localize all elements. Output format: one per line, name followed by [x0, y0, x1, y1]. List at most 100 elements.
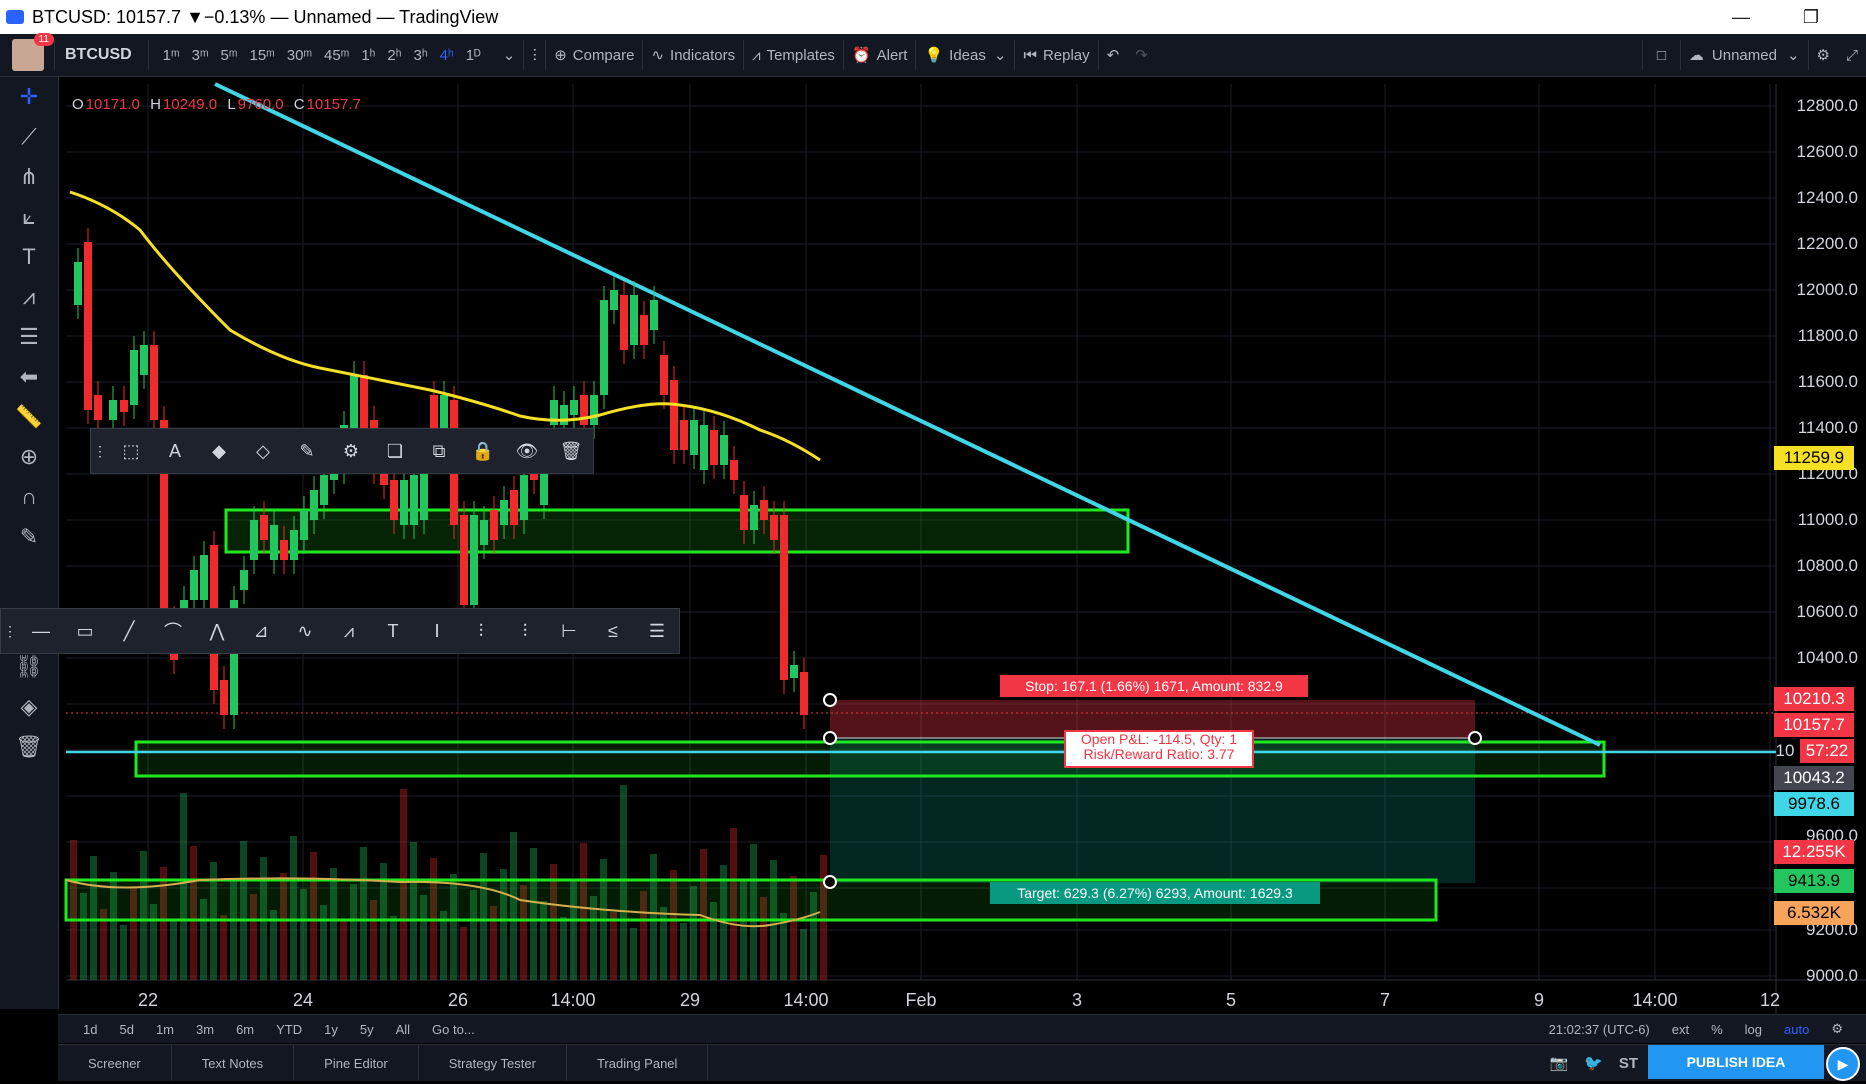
layout-button[interactable]: ☁ Unnamed ⌄: [1681, 34, 1808, 76]
background-color-icon[interactable]: ◇: [256, 440, 270, 461]
camera-icon[interactable]: 📷: [1549, 1055, 1569, 1072]
range-8[interactable]: All: [395, 1021, 411, 1037]
restore-button[interactable]: ❐: [1802, 6, 1820, 27]
interval-10[interactable]: 1ᴰ: [465, 46, 481, 64]
pencil-icon[interactable]: ✎: [299, 440, 315, 461]
interval-1[interactable]: 3ᵐ: [191, 46, 209, 64]
trash-icon[interactable]: 🗑: [15, 734, 43, 759]
interval-8[interactable]: 3ʰ: [413, 46, 428, 64]
gear-icon[interactable]: ⚙: [1816, 47, 1830, 64]
log-toggle[interactable]: log: [1744, 1021, 1763, 1037]
clock-time[interactable]: 21:02:37 (UTC-6): [1548, 1021, 1650, 1037]
ideas-button[interactable]: 💡 Ideas ⌄: [916, 34, 1014, 76]
fib-retracement-icon[interactable]: ☰: [648, 620, 666, 641]
replay-button[interactable]: ⏮ Replay: [1015, 34, 1097, 76]
long-position-icon[interactable]: ⫶: [478, 620, 484, 641]
range-0[interactable]: 1d: [83, 1021, 98, 1037]
auto-toggle[interactable]: auto: [1784, 1021, 1810, 1037]
stocktwits-button[interactable]: ST: [1618, 1054, 1638, 1072]
rectangle-icon[interactable]: ▭: [76, 620, 94, 641]
brush-icon[interactable]: ⟀: [22, 204, 36, 229]
fill-color-icon[interactable]: ◆: [212, 440, 226, 461]
tab-4[interactable]: Trading Panel: [567, 1045, 709, 1081]
crosshair-icon[interactable]: ✛: [19, 84, 39, 109]
interval-6[interactable]: 1ʰ: [361, 46, 376, 64]
fib-fan-icon[interactable]: ≤: [608, 620, 618, 641]
rectangle-template-icon[interactable]: ⬚: [122, 440, 140, 461]
link-icon[interactable]: ⛓: [15, 654, 43, 679]
redo-icon[interactable]: ↷: [1135, 47, 1148, 64]
lock-icon[interactable]: 🔒: [471, 440, 495, 461]
compare-button[interactable]: ⊕ Compare: [546, 34, 642, 76]
magnet-icon[interactable]: ∩: [21, 484, 37, 509]
anchored-text-icon[interactable]: Ⅰ: [434, 620, 440, 641]
undo-icon[interactable]: ↶: [1106, 47, 1120, 64]
interval-3[interactable]: 15ᵐ: [249, 46, 275, 64]
date-range-icon[interactable]: ⊢: [561, 620, 577, 641]
ext-toggle[interactable]: ext: [1671, 1021, 1690, 1037]
horizontal-line-icon[interactable]: —: [32, 620, 50, 641]
fullscreen-square-icon[interactable]: □: [1656, 46, 1666, 64]
abcd-pattern-icon[interactable]: ⋀: [209, 620, 225, 641]
elliott-wave-icon[interactable]: ∿: [297, 620, 313, 641]
drag-handle-icon[interactable]: ⋮: [93, 442, 107, 459]
tab-1[interactable]: Text Notes: [172, 1045, 295, 1081]
interval-5[interactable]: 45ᵐ: [324, 46, 350, 64]
text-icon[interactable]: T: [387, 620, 399, 641]
candles-style-icon[interactable]: ⵗ: [532, 47, 538, 64]
range-1[interactable]: 5d: [119, 1021, 134, 1037]
interval-7[interactable]: 2ʰ: [387, 46, 402, 64]
text-tool-icon[interactable]: T: [22, 244, 36, 269]
publish-idea-button[interactable]: PUBLISH IDEA: [1648, 1045, 1824, 1079]
zoom-icon[interactable]: ⊕: [19, 444, 39, 469]
range-2[interactable]: 1m: [155, 1021, 174, 1037]
arrow-left-icon[interactable]: ⬅: [19, 364, 39, 389]
volume-bar: [220, 915, 227, 980]
layers-icon[interactable]: ◈: [20, 694, 38, 719]
pitchfork-icon[interactable]: ⋔: [19, 164, 39, 189]
correction-wave-icon[interactable]: ⩘: [343, 620, 355, 641]
interval-9[interactable]: 4ʰ: [439, 46, 454, 64]
curve-icon[interactable]: ⌒: [164, 622, 182, 642]
clone-icon[interactable]: ⧉: [432, 440, 446, 461]
chevron-down-icon[interactable]: ⌄: [502, 47, 516, 64]
range-4[interactable]: 6m: [236, 1021, 255, 1037]
templates-button[interactable]: ⩘ Templates: [744, 34, 843, 76]
indicators-button[interactable]: ∿ Indicators: [643, 34, 743, 76]
drag-handle-icon[interactable]: ⋮: [3, 622, 17, 639]
fullscreen-icon[interactable]: ⤢: [1845, 46, 1858, 64]
alert-button[interactable]: ⏰ Alert: [844, 34, 916, 76]
pattern-icon[interactable]: ⩘: [22, 284, 36, 309]
symbol-search-button[interactable]: BTCUSD: [65, 46, 132, 63]
avatar[interactable]: 11: [12, 33, 54, 71]
interval-0[interactable]: 1ᵐ: [162, 46, 180, 64]
settings-icon[interactable]: ⚙: [342, 440, 360, 461]
range-6[interactable]: 1y: [324, 1021, 338, 1037]
trend-line-icon[interactable]: ╱: [123, 620, 135, 641]
percent-toggle[interactable]: %: [1711, 1021, 1723, 1037]
twitter-icon[interactable]: 🐦: [1584, 1055, 1603, 1072]
trend-line-icon[interactable]: ⟋: [21, 124, 37, 149]
triangle-pattern-icon[interactable]: ⊿: [253, 620, 269, 641]
tab-3[interactable]: Strategy Tester: [419, 1045, 567, 1081]
ruler-icon[interactable]: 📏: [15, 404, 43, 429]
delete-icon[interactable]: 🗑: [559, 440, 583, 461]
interval-4[interactable]: 30ᵐ: [286, 46, 313, 64]
tab-0[interactable]: Screener: [58, 1045, 172, 1081]
tab-2[interactable]: Pine Editor: [294, 1045, 419, 1081]
visual-order-icon[interactable]: ❏: [386, 440, 404, 461]
prediction-icon[interactable]: ☰: [19, 324, 39, 349]
range-5[interactable]: YTD: [276, 1021, 303, 1037]
range-3[interactable]: 3m: [196, 1021, 215, 1037]
play-icon[interactable]: ▶: [1826, 1047, 1860, 1081]
text-color-icon[interactable]: A: [168, 440, 181, 461]
minimize-button[interactable]: —: [1732, 6, 1750, 27]
goto-button[interactable]: Go to...: [432, 1021, 475, 1037]
lock-drawing-icon[interactable]: ✎: [19, 524, 39, 549]
visibility-icon[interactable]: 👁: [515, 440, 539, 461]
interval-2[interactable]: 5ᵐ: [220, 46, 238, 64]
gear-icon[interactable]: ⚙: [1831, 1021, 1843, 1036]
range-7[interactable]: 5y: [359, 1021, 374, 1037]
short-position-icon[interactable]: ⫶: [522, 620, 528, 641]
